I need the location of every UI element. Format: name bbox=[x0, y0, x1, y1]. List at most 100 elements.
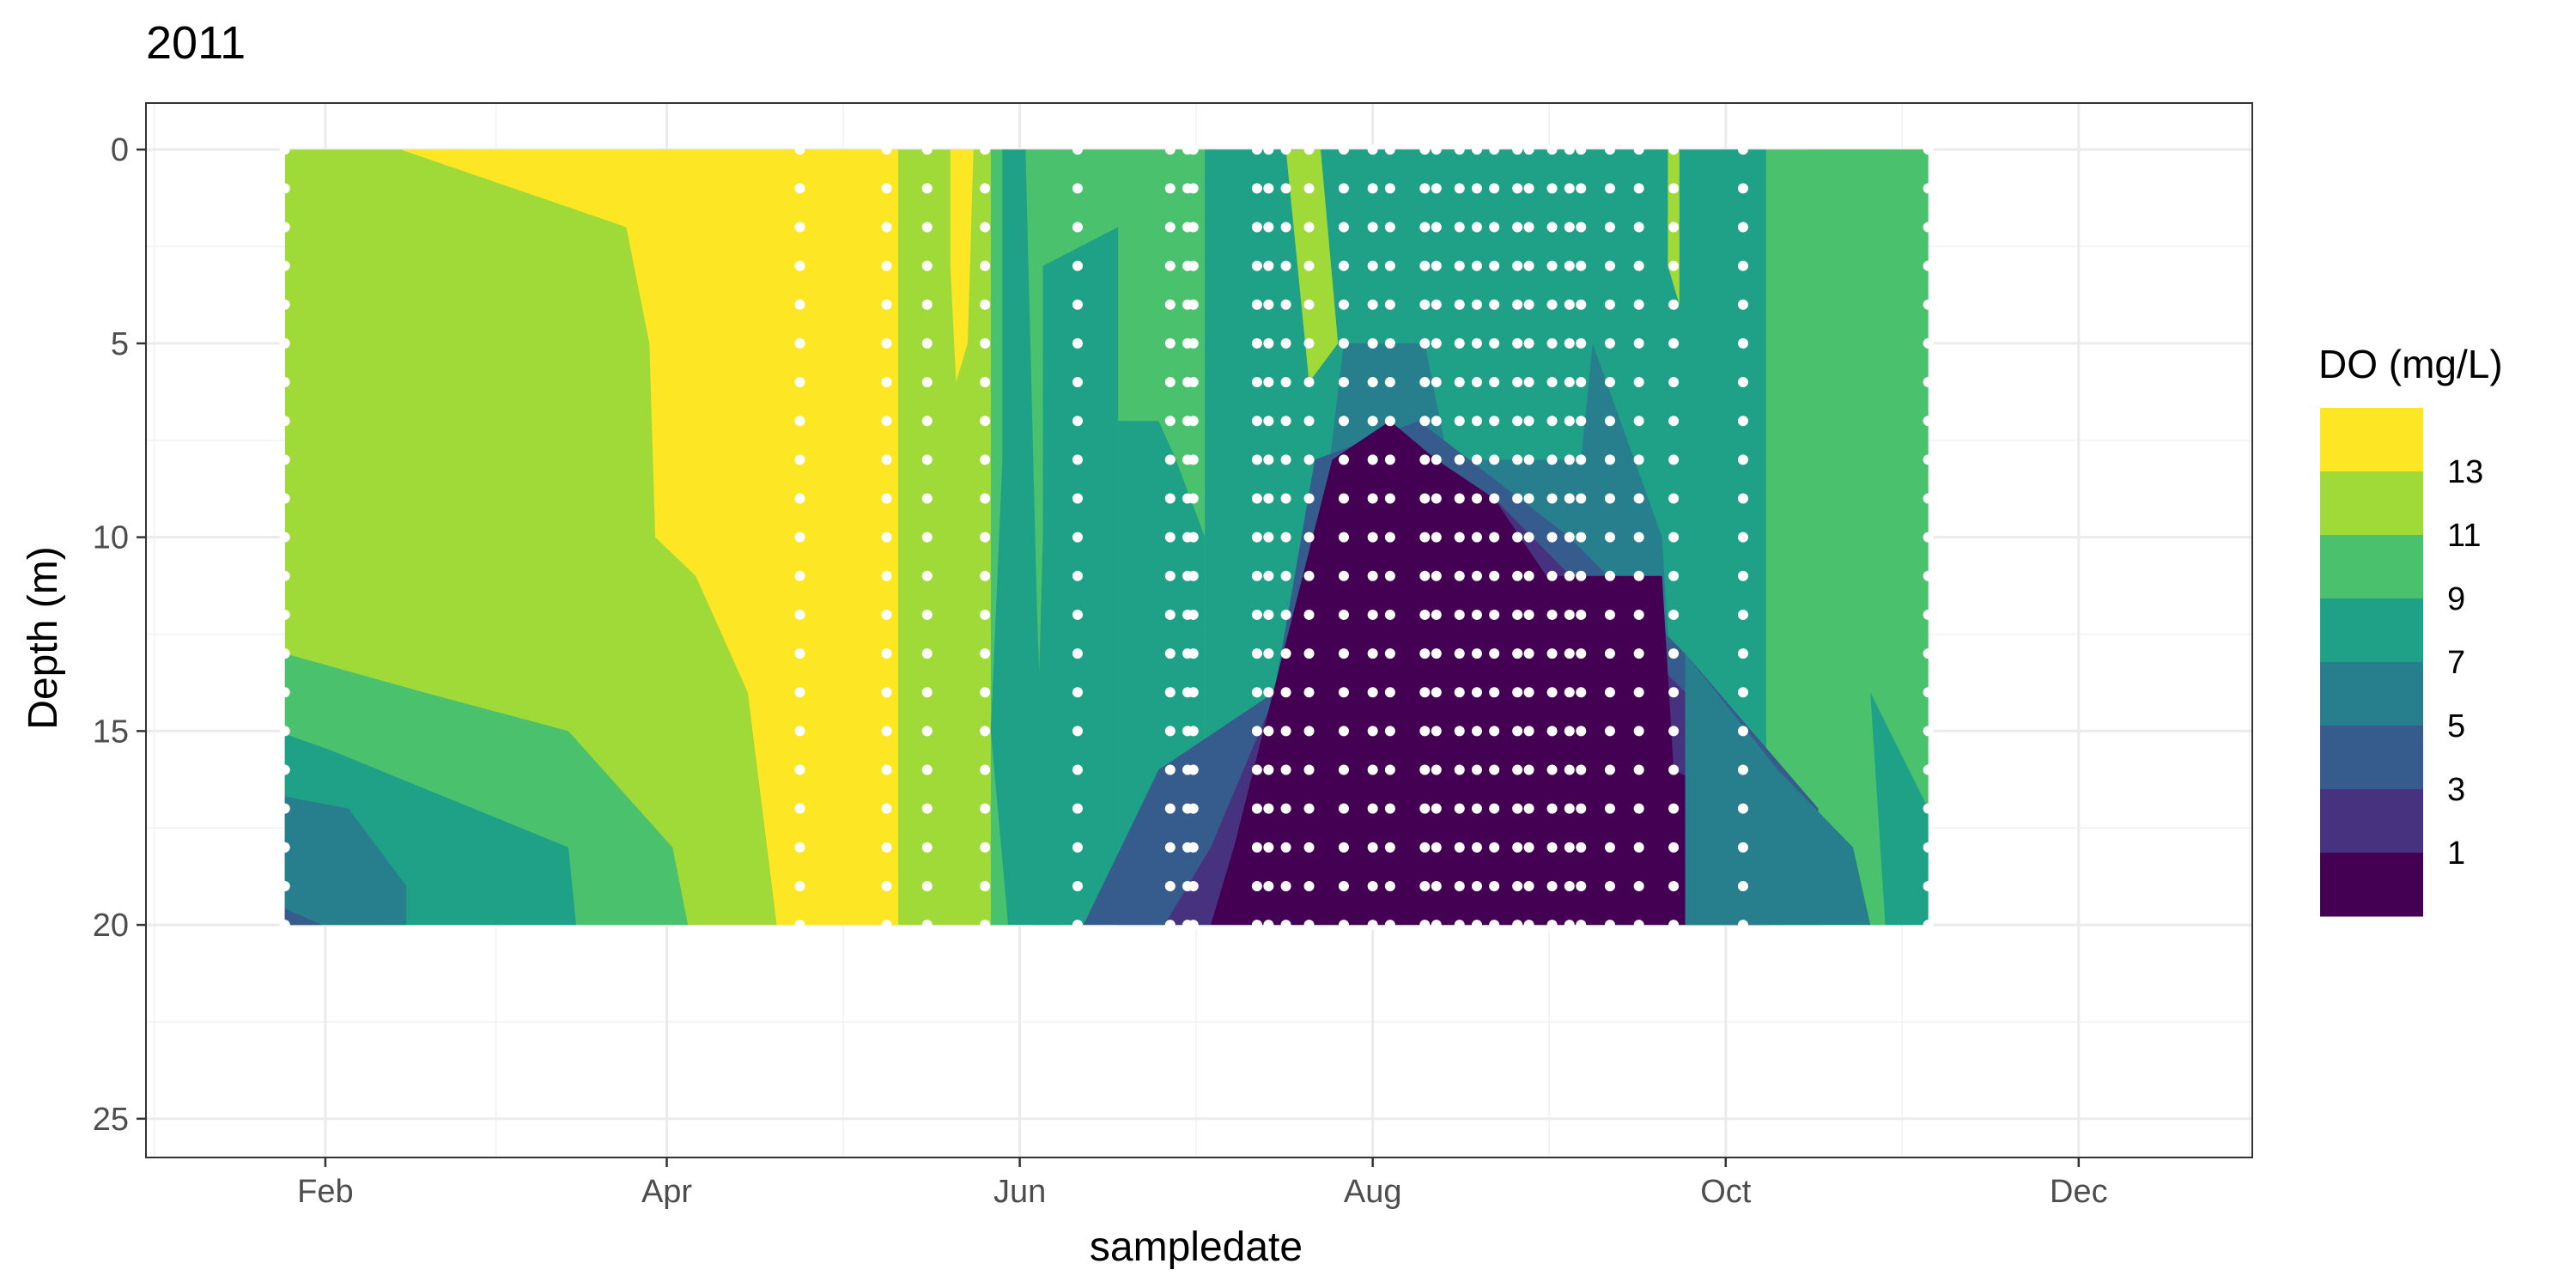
sample-point bbox=[1164, 570, 1176, 581]
sample-point bbox=[1419, 764, 1431, 775]
sample-point bbox=[1489, 532, 1500, 543]
band-7-9 bbox=[1032, 537, 1072, 926]
sample-point bbox=[1280, 532, 1291, 543]
sample-point bbox=[1633, 260, 1644, 271]
sample-point bbox=[1072, 880, 1083, 891]
sample-point bbox=[1633, 377, 1644, 388]
sample-point bbox=[1251, 377, 1262, 388]
sample-point bbox=[1384, 570, 1395, 581]
sample-point bbox=[1419, 532, 1431, 543]
sample-point bbox=[1280, 841, 1291, 853]
sample-point bbox=[1072, 609, 1083, 620]
sample-point bbox=[1431, 880, 1442, 891]
sample-point bbox=[1454, 570, 1465, 581]
sample-point bbox=[1523, 454, 1534, 465]
sample-point bbox=[980, 454, 991, 465]
sample-point bbox=[921, 144, 933, 155]
sample-point bbox=[1923, 183, 1934, 194]
sample-point bbox=[1546, 144, 1558, 155]
sample-point bbox=[1072, 803, 1083, 814]
sample-point bbox=[1633, 183, 1644, 194]
sample-point bbox=[1251, 803, 1262, 814]
sample-point bbox=[1564, 144, 1575, 155]
sample-point bbox=[794, 222, 805, 233]
sample-point bbox=[1737, 454, 1748, 465]
sample-point bbox=[1604, 337, 1615, 349]
sample-point bbox=[921, 648, 933, 659]
sample-point bbox=[881, 416, 892, 427]
sample-point bbox=[881, 880, 892, 891]
sample-point bbox=[1923, 920, 1934, 931]
sample-point bbox=[980, 570, 991, 581]
sample-point bbox=[1367, 183, 1378, 194]
sample-point bbox=[1367, 648, 1378, 659]
sample-point bbox=[881, 493, 892, 504]
sample-point bbox=[279, 377, 290, 388]
sample-point bbox=[921, 841, 933, 853]
sample-point bbox=[1419, 920, 1431, 931]
sample-point bbox=[1564, 260, 1575, 271]
sample-point bbox=[1523, 299, 1534, 310]
sample-point bbox=[1523, 337, 1534, 349]
sample-point bbox=[1431, 493, 1442, 504]
x-axis-label: sampledate bbox=[1090, 1224, 1303, 1270]
legend-swatch bbox=[2320, 789, 2423, 854]
sample-point bbox=[1564, 841, 1575, 853]
legend-swatch bbox=[2320, 535, 2423, 599]
sample-point bbox=[1576, 454, 1587, 465]
sample-point bbox=[1512, 337, 1523, 349]
sample-point bbox=[1512, 570, 1523, 581]
sample-point bbox=[1471, 532, 1482, 543]
sample-point bbox=[1489, 299, 1500, 310]
sample-point bbox=[1512, 377, 1523, 388]
sample-point bbox=[1367, 337, 1378, 349]
sample-point bbox=[1576, 841, 1587, 853]
sample-point bbox=[1923, 803, 1934, 814]
sample-point bbox=[1512, 183, 1523, 194]
sample-point bbox=[1523, 183, 1534, 194]
sample-point bbox=[1072, 454, 1083, 465]
sample-point bbox=[1604, 803, 1615, 814]
sample-point bbox=[1633, 841, 1644, 853]
sample-point bbox=[1164, 416, 1176, 427]
sample-point bbox=[1737, 726, 1748, 737]
sample-point bbox=[794, 803, 805, 814]
sample-point bbox=[1280, 880, 1291, 891]
sample-point bbox=[1338, 144, 1349, 155]
sample-point bbox=[1633, 687, 1644, 698]
sample-point bbox=[1338, 377, 1349, 388]
band-9-11 bbox=[1807, 149, 1929, 913]
sample-point bbox=[1263, 803, 1274, 814]
sample-point bbox=[1251, 726, 1262, 737]
sample-point bbox=[1454, 532, 1465, 543]
sample-point bbox=[1251, 337, 1262, 349]
sample-point bbox=[1251, 764, 1262, 775]
sample-point bbox=[1338, 532, 1349, 543]
sample-point bbox=[881, 337, 892, 349]
sample-point bbox=[1471, 687, 1482, 698]
sample-point bbox=[1546, 570, 1558, 581]
sample-point bbox=[1338, 609, 1349, 620]
sample-point bbox=[1489, 803, 1500, 814]
sample-point bbox=[1454, 764, 1465, 775]
sample-point bbox=[1604, 416, 1615, 427]
sample-point bbox=[1263, 222, 1274, 233]
sample-point bbox=[1367, 416, 1378, 427]
sample-point bbox=[794, 648, 805, 659]
sample-point bbox=[1263, 609, 1274, 620]
band-0-1 bbox=[1210, 421, 1778, 926]
sample-point bbox=[1604, 687, 1615, 698]
sample-point bbox=[1338, 687, 1349, 698]
legend-swatch bbox=[2320, 471, 2423, 536]
sample-point bbox=[1737, 609, 1748, 620]
sample-point bbox=[921, 377, 933, 388]
sample-point bbox=[1419, 648, 1431, 659]
legend-title: DO (mg/L) bbox=[2318, 342, 2503, 386]
sample-point bbox=[1454, 454, 1465, 465]
sample-point bbox=[1737, 222, 1748, 233]
sample-point bbox=[1164, 609, 1176, 620]
sample-point bbox=[1604, 299, 1615, 310]
sample-point bbox=[1923, 416, 1934, 427]
sample-point bbox=[1303, 493, 1315, 504]
sample-point bbox=[1564, 920, 1575, 931]
